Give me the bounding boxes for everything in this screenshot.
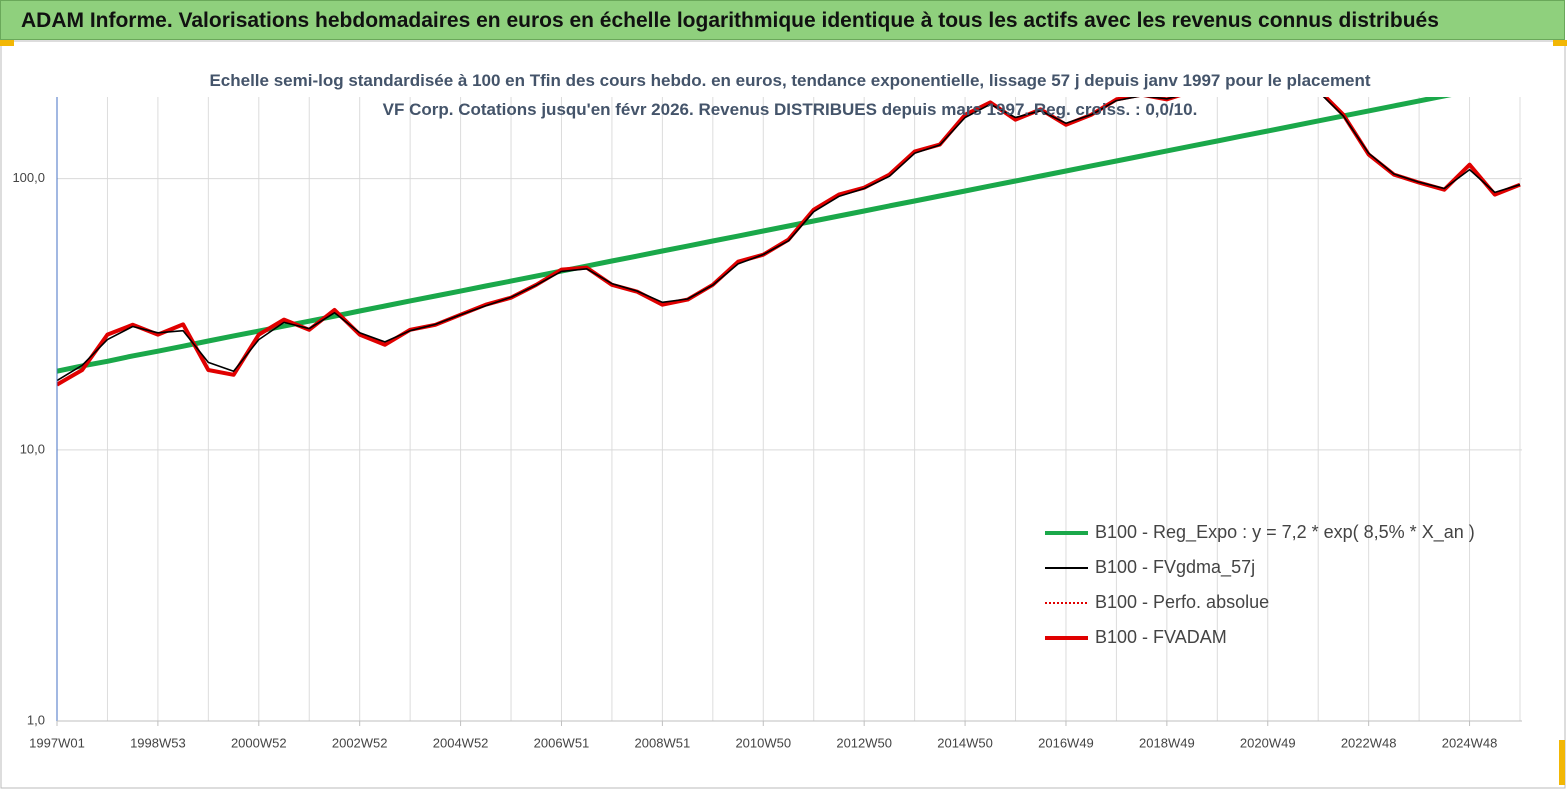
legend-label: B100 - FVADAM xyxy=(1095,627,1227,647)
y-tick-label: 10,0 xyxy=(20,441,45,456)
legend-label: B100 - Reg_Expo : y = 7,2 * exp( 8,5% * … xyxy=(1095,522,1475,543)
x-tick-label: 2012W50 xyxy=(836,735,892,750)
chart-title: ADAM Informe. Valorisations hebdomadaire… xyxy=(0,0,1565,40)
x-tick-label: 1997W01 xyxy=(29,735,85,750)
chart-subtitle: Echelle semi-log standardisée à 100 en T… xyxy=(209,71,1371,119)
chart-frame xyxy=(0,40,1566,789)
legend-label: B100 - FVgdma_57j xyxy=(1095,557,1255,578)
x-tick-label: 2022W48 xyxy=(1341,735,1397,750)
x-tick-label: 1998W53 xyxy=(130,735,186,750)
series-line xyxy=(57,97,1521,382)
legend-label: B100 - Perfo. absolue xyxy=(1095,592,1269,612)
y-tick-label: 1,0 xyxy=(27,712,45,727)
series-line xyxy=(57,97,1452,374)
x-tick-label: 2008W51 xyxy=(635,735,691,750)
x-tick-label: 2000W52 xyxy=(231,735,287,750)
x-tick-label: 2018W49 xyxy=(1139,735,1195,750)
corner xyxy=(1553,40,1567,46)
x-tick-label: 2016W49 xyxy=(1038,735,1094,750)
y-tick-label: 100,0 xyxy=(12,170,45,185)
x-tick-label: 2010W50 xyxy=(735,735,791,750)
corner xyxy=(0,40,14,46)
x-tick-label: 2024W48 xyxy=(1442,735,1498,750)
x-tick-label: 2002W52 xyxy=(332,735,388,750)
x-tick-label: 2014W50 xyxy=(937,735,993,750)
x-tick-label: 2006W51 xyxy=(534,735,590,750)
corner xyxy=(1559,740,1565,785)
x-tick-label: 2004W52 xyxy=(433,735,489,750)
x-tick-label: 2020W49 xyxy=(1240,735,1296,750)
